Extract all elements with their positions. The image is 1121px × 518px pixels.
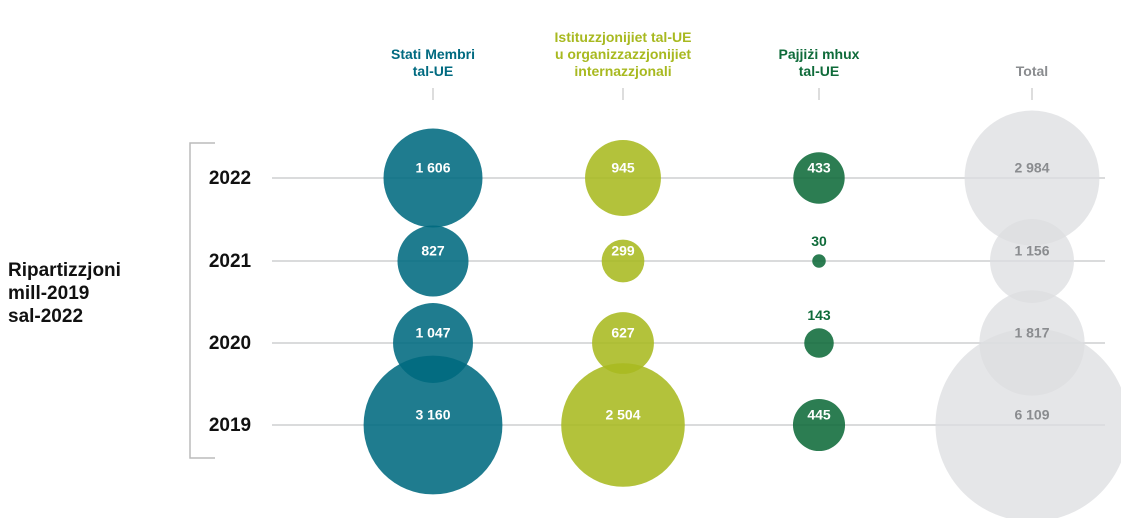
side-label: Ripartizzjoni mill-2019 sal-2022 [8, 260, 121, 327]
column-header: Stati Membri tal-UE [390, 46, 475, 79]
bubble [990, 219, 1074, 303]
bubble [804, 328, 834, 358]
value-label: 945 [611, 160, 635, 176]
bubble [592, 312, 654, 374]
row-label: 2022 [209, 168, 251, 189]
value-label: 2 984 [1014, 160, 1049, 176]
bracket [189, 142, 215, 459]
value-label: 1 156 [1014, 243, 1049, 259]
value-label: 6 109 [1014, 407, 1049, 423]
row-label: 2019 [209, 415, 251, 436]
value-label: 1 047 [415, 325, 450, 341]
value-label: 445 [807, 407, 831, 423]
bubble [601, 239, 645, 283]
column-header: Pajjiżi mhux tal-UE [778, 46, 860, 79]
value-label: 3 160 [415, 407, 450, 423]
bubble [363, 355, 503, 495]
column-header: Istituzzjonijiet tal-UE u organizzazzjon… [554, 29, 692, 79]
bubble [935, 328, 1121, 518]
bubble [397, 225, 469, 297]
value-label: 2 504 [605, 407, 640, 423]
value-label: 1 817 [1014, 325, 1049, 341]
value-label: 433 [807, 160, 831, 176]
bubble [383, 128, 483, 228]
bubble [585, 140, 661, 216]
value-label: 143 [807, 307, 831, 323]
bubble [561, 363, 685, 487]
value-label: 299 [611, 243, 635, 259]
bubble [792, 398, 846, 452]
row-label: 2021 [209, 251, 252, 272]
bubble [964, 110, 1100, 246]
value-label: 827 [421, 243, 445, 259]
column-header: Total [1015, 63, 1049, 79]
value-label: 1 606 [415, 160, 450, 176]
row-label: 2020 [209, 333, 251, 354]
value-label: 30 [811, 233, 827, 249]
bubble [812, 254, 826, 268]
bubble [793, 152, 845, 204]
value-label: 627 [611, 325, 635, 341]
